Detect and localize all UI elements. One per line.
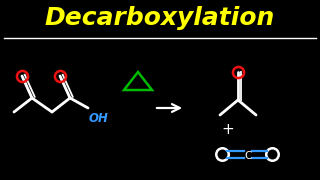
Text: C: C <box>244 151 252 161</box>
Text: Decarboxylation: Decarboxylation <box>45 6 275 30</box>
Text: OH: OH <box>89 112 109 125</box>
Text: +: + <box>222 123 234 138</box>
